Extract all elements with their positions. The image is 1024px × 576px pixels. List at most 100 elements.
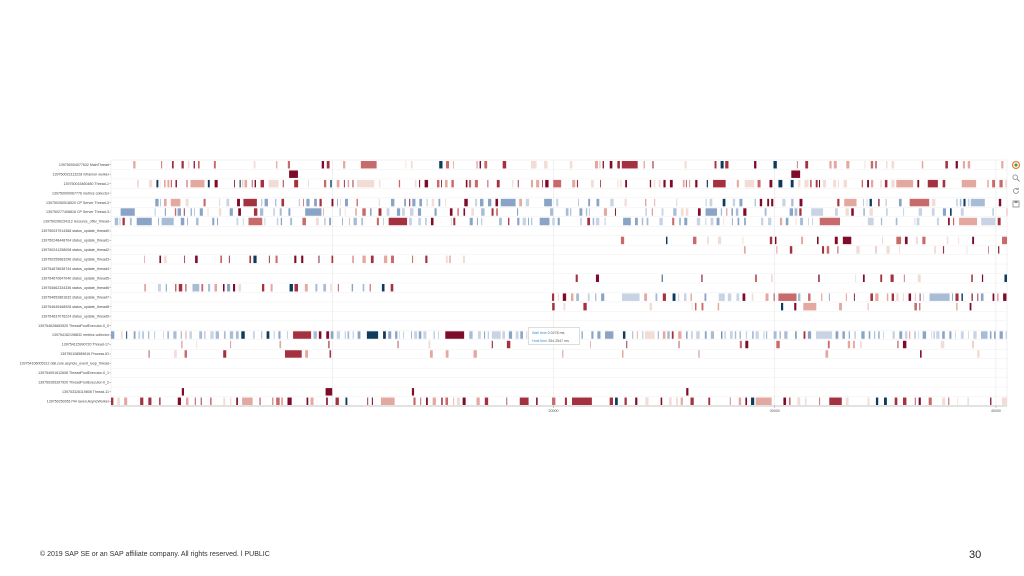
timeline-segment [844,198,857,207]
bokeh-logo-icon[interactable] [1011,160,1021,170]
timeline-segment [851,208,854,216]
timeline-segment [585,208,588,216]
timeline-segment [588,198,591,207]
timeline-segment [369,284,371,292]
timeline-segment [223,350,227,358]
timeline-segment [445,179,448,188]
timeline-segment [195,255,198,264]
timeline-segment [854,331,856,339]
timeline-segment [437,331,439,339]
timeline-segment [592,217,595,226]
timeline-segment [899,246,901,254]
zoom-icon[interactable] [1011,173,1021,183]
timeline-segment [895,217,898,226]
timeline-segment [288,208,291,216]
timeline-segment [885,208,888,216]
timeline-segment [904,331,908,339]
timeline-segment [722,198,726,207]
timeline-segment [339,198,341,207]
timeline-segment [433,331,435,339]
timeline-segment [588,208,590,216]
timeline-segment [672,293,676,301]
timeline-segment [827,340,830,349]
timeline-segment [434,208,437,216]
timeline-segment [718,293,725,301]
timeline-segment [967,161,971,169]
timeline-segment [294,179,299,188]
timeline-segment [136,217,152,226]
timeline-segment [845,208,849,216]
timeline-segment [409,198,411,207]
timeline-segment [587,293,590,301]
timeline-segment [279,340,282,349]
timeline-segment [383,255,388,264]
timeline-segment [657,331,660,339]
timeline-segment [120,331,123,339]
timeline-segment [339,208,341,216]
timeline-segment [837,198,840,207]
timeline-segment [154,331,156,339]
timeline-segment [517,179,519,188]
timeline-segment [287,397,292,405]
timeline-segment [570,208,572,216]
timeline-segment [395,331,398,339]
timeline-segment [491,331,501,339]
timeline-segment [843,179,848,188]
save-icon[interactable] [1011,199,1021,209]
timeline-segment [600,179,602,188]
timeline-segment [163,198,167,207]
timeline-segment [617,161,620,169]
timeline-segment [362,255,366,264]
row-label: 139750241258008 status_update_thread2 [41,248,109,252]
row-label: 139754115990720 Thread-17 [62,343,109,347]
timeline-segment [282,179,285,188]
timeline-segment [891,161,895,169]
row-label: 139754670647040 status_update_thread5 [41,276,109,280]
timeline-segment [397,340,399,349]
timeline-segment [347,179,350,188]
timeline-segment [739,198,743,207]
timeline-segment [402,208,405,216]
page-number: 30 [969,549,982,561]
timeline-segment [903,397,907,405]
timeline-segment [624,397,627,405]
timeline-segment [861,331,865,339]
row-label: 139754106005312 dali.core.asyncio_event_… [19,362,109,366]
timeline-segment [869,198,872,207]
timeline-segment [114,217,119,226]
timeline-segment [239,179,241,188]
timeline-segment [360,161,377,169]
row-label: 139754645468928 status_update_thread8 [41,305,109,309]
timeline-segment [869,208,873,216]
timeline-segment [424,179,429,188]
timeline-segment [323,284,327,292]
timeline-segment [314,198,317,207]
reset-icon[interactable] [1011,186,1021,196]
timeline-segment [1006,208,1008,216]
timeline-segment [771,198,774,207]
timeline-segment [237,198,240,207]
timeline-segment [837,246,839,254]
timeline-segment [704,293,707,301]
timeline-segment [731,217,733,226]
timeline-segment [896,293,899,301]
timeline-segment [967,331,969,339]
timeline-segment [391,198,395,207]
timeline-segment [418,217,421,226]
timeline-segment [366,331,379,339]
timeline-segment [886,161,888,169]
timeline-segment [275,255,278,264]
timeline-segment [281,397,284,405]
timeline-segment [1002,236,1007,245]
timeline-segment [829,397,842,405]
timeline-segment [259,397,261,405]
timeline-segment [645,198,647,207]
timeline-segment [450,217,452,226]
timeline-segment [232,284,236,292]
timeline-segment [620,236,625,245]
timeline-segment [870,293,873,301]
timeline-segment [1001,161,1004,169]
timeline-segment [289,284,293,292]
timeline-segment [515,331,519,339]
